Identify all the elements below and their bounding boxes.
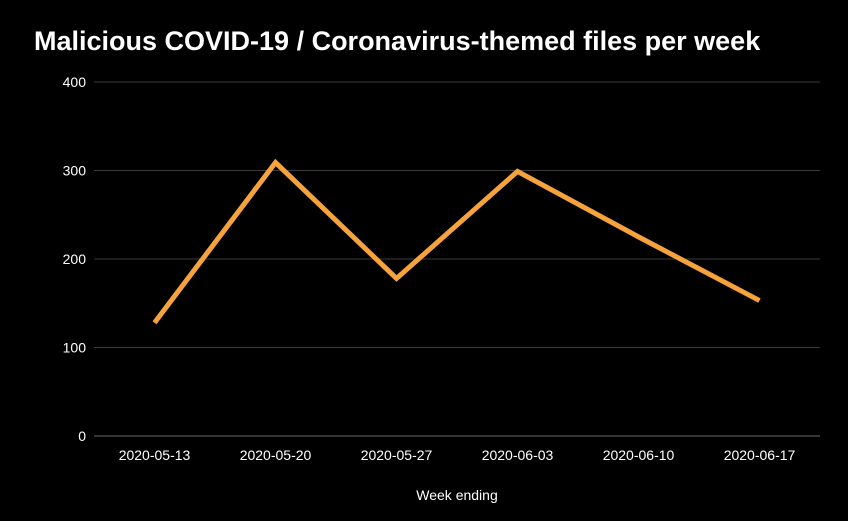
chart-title: Malicious COVID-19 / Coronavirus-themed … [34, 26, 761, 56]
y-tick-label: 0 [78, 428, 86, 444]
gridlines [94, 81, 820, 437]
x-tick-label: 2020-06-10 [603, 447, 675, 463]
x-tick-label: 2020-05-20 [240, 447, 312, 463]
y-tick-label: 400 [63, 74, 87, 90]
x-axis-label: Week ending [416, 487, 497, 503]
x-tick-label: 2020-06-17 [724, 447, 796, 463]
x-tick-label: 2020-05-27 [361, 447, 433, 463]
y-tick-label: 100 [63, 340, 87, 356]
series-line [152, 158, 761, 325]
series-lines [152, 158, 761, 325]
y-axis-ticks: 0 100 200 300 400 [63, 74, 87, 444]
y-tick-label: 300 [63, 163, 87, 179]
x-tick-label: 2020-06-03 [482, 447, 554, 463]
x-axis-ticks: 2020-05-13 2020-05-20 2020-05-27 2020-06-03… [119, 447, 796, 463]
x-tick-label: 2020-05-13 [119, 447, 191, 463]
y-tick-label: 200 [63, 251, 87, 267]
